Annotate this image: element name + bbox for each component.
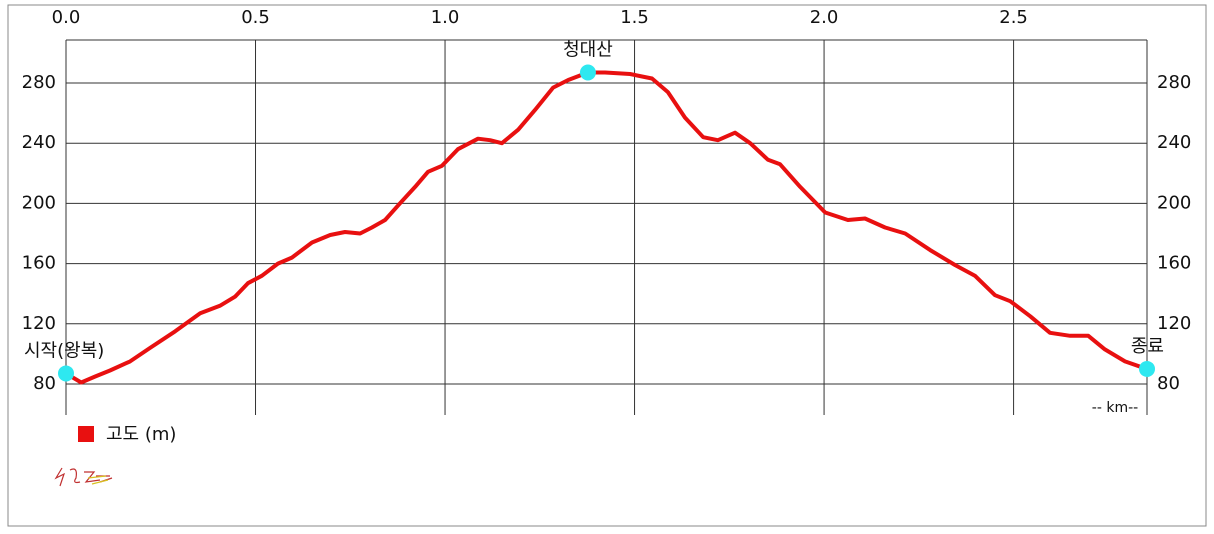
legend-swatch — [78, 426, 94, 442]
y2-tick-label: 80 — [1157, 373, 1180, 394]
x-tick-label: 0.0 — [52, 7, 81, 28]
y-tick-label: 80 — [33, 373, 56, 394]
x-tick-label: 2.0 — [810, 7, 839, 28]
x-tick-label: 0.5 — [241, 7, 270, 28]
logo-stroke — [54, 467, 113, 487]
waypoint-label: 종료 — [1131, 336, 1164, 357]
y-tick-label: 280 — [22, 72, 56, 93]
elevation-line — [64, 70, 1149, 385]
waypoint-label: 시작(왕복) — [24, 340, 104, 361]
y2-tick-label: 200 — [1157, 192, 1191, 213]
y2-tick-label: 160 — [1157, 253, 1191, 274]
x-tick-label: 1.0 — [431, 7, 460, 28]
logo — [54, 467, 113, 487]
y-tick-label: 200 — [22, 192, 56, 213]
waypoint — [579, 64, 596, 81]
y-tick-label: 120 — [22, 313, 56, 334]
y2-tick-label: 240 — [1157, 132, 1191, 153]
y-tick-label: 240 — [22, 132, 56, 153]
waypoint — [58, 365, 74, 382]
x-tick-label: 2.5 — [999, 7, 1028, 28]
y2-tick-label: 280 — [1157, 72, 1191, 93]
y2-tick-label: 120 — [1157, 313, 1191, 334]
waypoint — [1139, 360, 1155, 377]
frame — [7, 4, 1207, 527]
y-tick-label: 160 — [22, 253, 56, 274]
x-tick-label: 1.5 — [620, 7, 649, 28]
waypoint-label: 청대산 — [563, 40, 613, 61]
logo-stroke — [87, 475, 109, 485]
legend-label: 고도 (m) — [106, 424, 176, 445]
x-unit-label: -- km-- — [1092, 400, 1138, 416]
